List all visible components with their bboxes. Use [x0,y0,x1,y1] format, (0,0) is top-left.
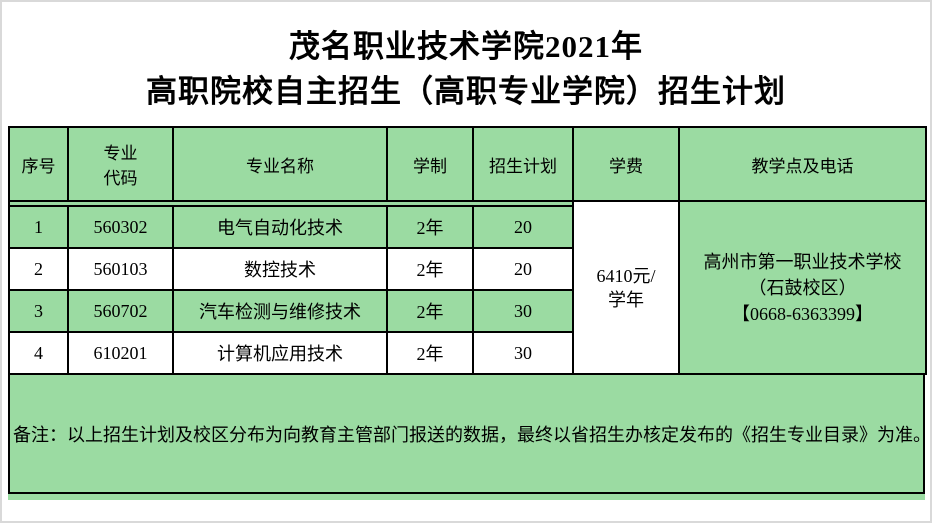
note-text: 备注：以上招生计划及校区分布为向教育主管部门报送的数据，最终以省招生办核定发布的… [13,424,931,445]
enrollment-plan-table: 序号 专业 代码 专业名称 学制 招生计划 学费 教学点及电话 6410元/ 学… [8,126,927,375]
bottom-strip [8,494,925,500]
header-cell-major-name: 专业名称 [172,126,388,202]
header-cell-plan: 招生计划 [472,126,574,202]
cell-major-code: 560103 [67,247,174,291]
cell-serial: 4 [8,331,69,375]
page-title-line-1: 茂名职业技术学院2021年 [289,29,643,64]
table-row: 4 610201 计算机应用技术 2年 30 [8,331,926,375]
cell-duration: 2年 [386,205,474,249]
cell-duration: 2年 [386,289,474,333]
page-title: 茂名职业技术学院2021年 高职院校自主招生（高职专业学院）招生计划 [2,2,930,114]
cell-plan: 20 [472,205,574,249]
table-row: 1 560302 电气自动化技术 2年 20 [8,205,926,249]
page-title-line-2: 高职院校自主招生（高职专业学院）招生计划 [146,74,786,109]
cell-major-code: 610201 [67,331,174,375]
cell-major-name: 电气自动化技术 [172,205,388,249]
cell-serial: 2 [8,247,69,291]
header-cell-tuition: 学费 [572,126,680,202]
table-header-row: 序号 专业 代码 专业名称 学制 招生计划 学费 教学点及电话 [8,126,927,202]
tuition-cell: 6410元/ 学年 [572,200,680,375]
header-cell-serial: 序号 [8,126,69,202]
spacer-cell [8,200,574,207]
table-row: 3 560702 汽车检测与维修技术 2年 30 [8,289,926,333]
cell-major-name: 计算机应用技术 [172,331,388,375]
cell-major-name: 数控技术 [172,247,388,291]
header-cell-duration: 学制 [386,126,474,202]
cell-serial: 1 [8,205,69,249]
header-cell-teaching-point: 教学点及电话 [678,126,927,202]
teaching-point-cell: 高州市第一职业技术学校 （石鼓校区） 【0668-6363399】 [678,200,927,375]
header-cell-major-code: 专业 代码 [67,126,174,202]
cell-major-code: 560702 [67,289,174,333]
cell-plan: 30 [472,331,574,375]
cell-plan: 30 [472,289,574,333]
cell-duration: 2年 [386,247,474,291]
cell-serial: 3 [8,289,69,333]
cell-plan: 20 [472,247,574,291]
cell-major-code: 560302 [67,205,174,249]
table-row: 2 560103 数控技术 2年 20 [8,247,926,291]
note-block: 备注：以上招生计划及校区分布为向教育主管部门报送的数据，最终以省招生办核定发布的… [8,375,930,494]
cell-major-name: 汽车检测与维修技术 [172,289,388,333]
spacer-row: 6410元/ 学年 高州市第一职业技术学校 （石鼓校区） 【0668-63633… [8,200,927,375]
cell-duration: 2年 [386,331,474,375]
